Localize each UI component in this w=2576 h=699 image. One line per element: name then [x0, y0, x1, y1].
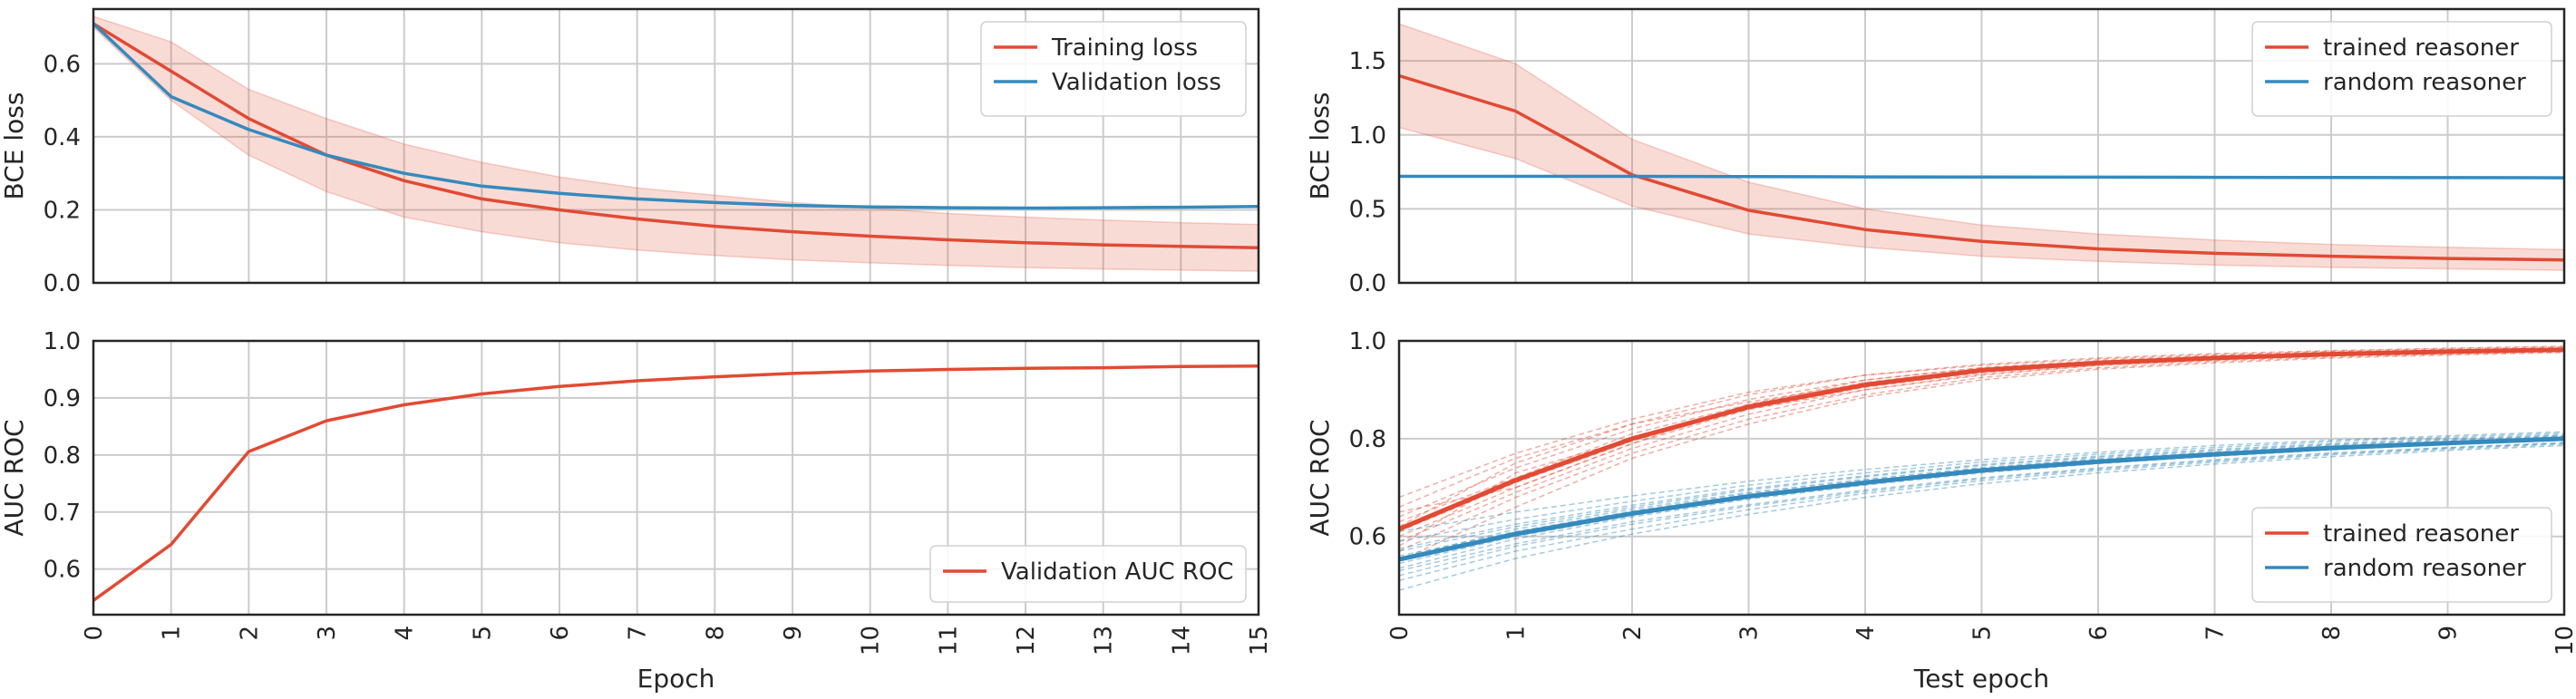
x-axis-label: Epoch	[637, 664, 715, 694]
legend-label: Validation AUC ROC	[1001, 558, 1234, 586]
y-tick-label: 0.7	[44, 500, 81, 527]
x-axis-label: Test epoch	[1913, 664, 2049, 694]
x-tick-label: 7	[625, 626, 652, 641]
x-tick-label: 6	[2085, 626, 2113, 641]
y-tick-label: 0.6	[1349, 524, 1386, 551]
x-tick-label: 0	[81, 626, 108, 641]
x-tick-label: 11	[935, 626, 962, 655]
run-line	[1399, 345, 2564, 499]
axes-frame	[1397, 339, 2566, 616]
y-axis-label: AUC ROC	[0, 419, 29, 536]
chart-panel-2: 0.0 0.5 1.0 1.5 BCE loss trained reasoner rand…	[1305, 7, 2566, 297]
y-axis-label: BCE loss	[1305, 92, 1335, 200]
x-tick-label: 10	[2552, 626, 2576, 655]
y-tick-label: 1.5	[1349, 48, 1386, 75]
legend-box	[2251, 21, 2552, 117]
x-tick-label: 5	[1969, 626, 1997, 641]
y-axis-label: BCE loss	[0, 92, 29, 200]
series-line	[1399, 347, 2564, 531]
axes-frame	[92, 339, 1260, 616]
run-line	[1399, 350, 2564, 548]
run-line	[1399, 444, 2564, 591]
legend-label: trained reasoner	[2323, 520, 2519, 548]
y-tick-label: 1.0	[44, 328, 81, 355]
plot-area	[1399, 345, 2564, 591]
chart-panel-4: 0.6 0.8 1.0 0 1 2 3 4 5 6 7 8 9 10 AUC ROC Test epoch tr…	[1305, 328, 2576, 694]
series-line	[1399, 73, 2564, 262]
x-tick-label: 5	[469, 626, 496, 641]
legend-label: Validation loss	[1052, 69, 1221, 96]
x-tick-label: 6	[547, 626, 574, 641]
legend-box	[2251, 507, 2552, 603]
x-tick-label: 12	[1013, 626, 1040, 655]
run-line	[1399, 349, 2564, 532]
y-tick-label: 0.8	[1349, 426, 1386, 453]
x-tick-label: 9	[780, 626, 807, 641]
chart-panel-3: 0.60.70.80.91.00 1 2 3 4 5 6 7 8 9 10 11 12 13 14 15AUC…	[0, 328, 1273, 694]
x-tick-label: 2	[236, 626, 263, 641]
y-tick-label: 0.5	[1349, 196, 1386, 223]
x-tick-label: 3	[1736, 626, 1764, 641]
x-tick-label: 13	[1091, 626, 1118, 655]
x-tick-label: 3	[314, 626, 341, 641]
run-line	[1399, 442, 2564, 572]
y-tick-label: 1.0	[1349, 328, 1386, 355]
run-line	[1399, 349, 2564, 538]
x-tick-label: 7	[2202, 626, 2230, 641]
y-tick-label: 0.2	[44, 197, 81, 224]
plot-area	[93, 364, 1259, 602]
series-line	[1399, 436, 2564, 562]
y-tick-label: 0.0	[44, 270, 81, 297]
legend: Validation AUC ROC	[929, 545, 1247, 603]
axes-frame	[1397, 7, 2566, 285]
confidence-band	[1399, 23, 2564, 271]
run-line	[1399, 345, 2564, 509]
x-tick-label: 8	[702, 626, 729, 641]
series-line	[1399, 174, 2564, 180]
legend-label: random reasoner	[2323, 69, 2526, 96]
y-tick-label: 0.9	[44, 385, 81, 413]
legend-label: Training loss	[1051, 34, 1198, 62]
y-tick-label: 0.8	[44, 442, 81, 470]
x-tick-label: 4	[392, 626, 419, 641]
x-tick-label: 2	[1619, 626, 1647, 641]
x-tick-label: 8	[2318, 626, 2346, 641]
x-tick-label: 10	[858, 626, 885, 655]
legend-label: trained reasoner	[2323, 34, 2519, 62]
x-tick-label: 14	[1168, 626, 1195, 655]
plot-area	[93, 15, 1259, 272]
y-tick-label: 1.0	[1349, 122, 1386, 150]
legend-box	[929, 545, 1247, 603]
plot-area	[1399, 23, 2564, 271]
axes-frame	[92, 7, 1260, 285]
run-line	[1399, 435, 2564, 559]
y-tick-label: 0.0	[1349, 270, 1386, 297]
run-line	[1399, 351, 2564, 552]
y-tick-label: 0.6	[44, 51, 81, 78]
legend: trained reasoner random reasoner	[2251, 507, 2552, 603]
y-axis-label: AUC ROC	[1305, 419, 1335, 536]
x-tick-label: 9	[2435, 626, 2463, 641]
confidence-band	[93, 15, 1259, 272]
y-tick-label: 0.6	[44, 557, 81, 584]
x-tick-label: 1	[1503, 626, 1531, 641]
y-tick-label: 0.4	[44, 124, 81, 151]
series-line	[93, 22, 1259, 250]
run-line	[1399, 442, 2564, 577]
chart-panel-1: 0.0 0.2 0.4 0.6 BCE loss Training loss Validat…	[0, 7, 1260, 297]
legend: trained reasoner random reasoner	[2251, 21, 2552, 117]
x-tick-label: 1	[159, 626, 186, 641]
series-line	[93, 364, 1259, 602]
legend-label: random reasoner	[2323, 555, 2526, 582]
legend: Training loss Validation loss	[980, 21, 1247, 117]
x-tick-label: 4	[1852, 626, 1880, 641]
x-tick-label: 0	[1386, 626, 1414, 641]
run-line	[1399, 352, 2564, 562]
run-line	[1399, 443, 2564, 582]
x-tick-label: 15	[1246, 626, 1273, 655]
series-line	[93, 22, 1259, 210]
legend-box	[980, 21, 1247, 117]
